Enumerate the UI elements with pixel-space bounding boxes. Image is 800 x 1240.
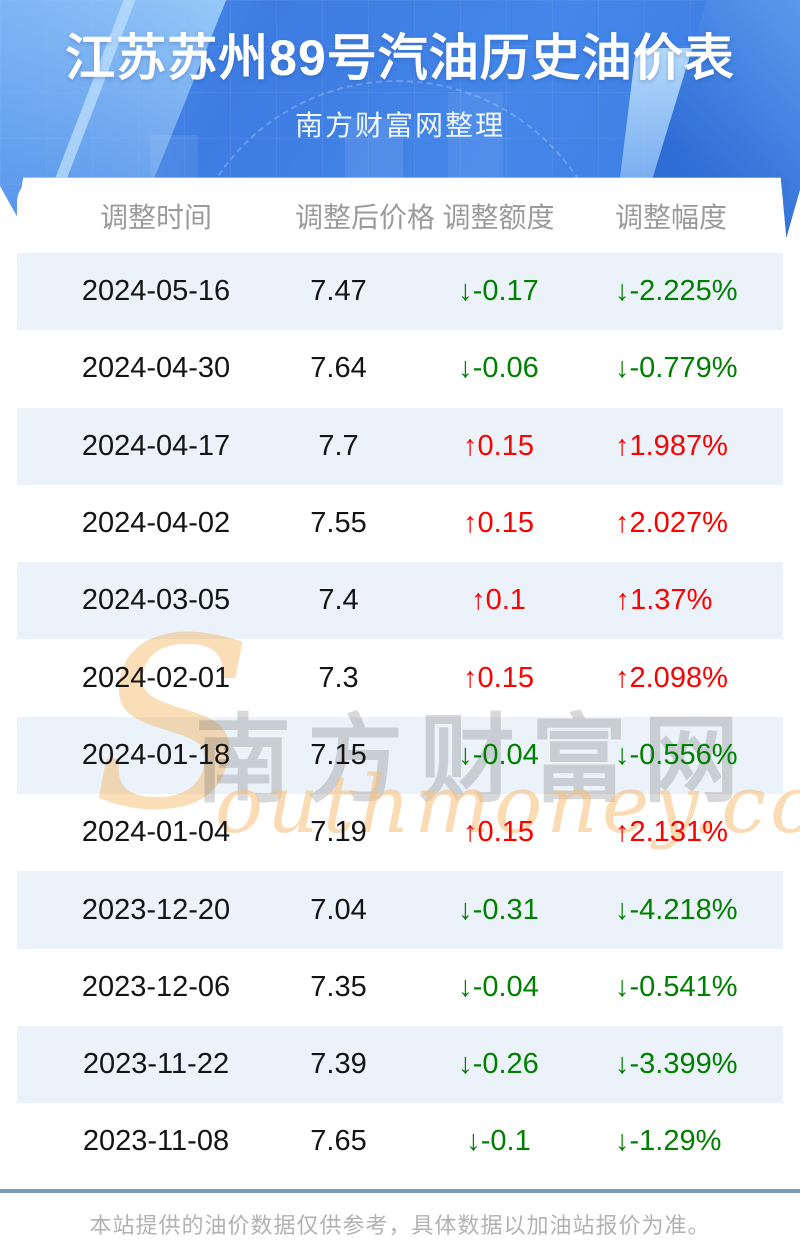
table-row: 2024-02-01 7.3 ↑0.15 ↑2.098% [17,639,783,716]
table-row: 2023-11-08 7.65 ↓-0.1 ↓-1.29% [17,1103,783,1180]
table-row: 2024-04-17 7.7 ↑0.15 ↑1.987% [17,407,783,485]
column-header-change: 调整额度 [442,201,555,233]
date-cell: 2024-01-18 [81,738,231,771]
column-header-price: 调整后价格 [295,201,436,233]
price-cell: 7.15 [310,738,367,771]
price-cell: 7.55 [310,507,367,540]
percent-cell: ↓-0.779% [615,352,738,385]
date-cell: 2023-12-06 [81,970,231,1003]
percent-cell: ↑1.987% [615,429,728,462]
price-cell: 7.47 [310,275,367,308]
percent-cell: ↓-3.399% [615,1048,738,1081]
date-cell: 2024-05-16 [81,275,231,308]
footer-divider [0,1188,800,1193]
price-cell: 7.4 [318,584,359,617]
date-cell: 2023-11-22 [82,1048,230,1081]
column-header-date: 调整时间 [99,201,212,233]
price-cell: 7.19 [310,816,367,849]
column-header-percent: 调整幅度 [615,201,728,233]
date-cell: 2024-02-01 [81,661,231,694]
change-cell: ↑0.15 [463,429,534,462]
price-cell: 7.04 [310,893,367,926]
change-cell: ↓-0.04 [458,970,539,1003]
price-cell: 7.7 [318,429,359,462]
change-cell: ↑0.15 [463,816,534,849]
table-row: 2023-11-22 7.39 ↓-0.26 ↓-3.399% [17,1025,783,1104]
percent-cell: ↓-0.556% [615,738,738,771]
change-cell: ↓-0.1 [466,1125,531,1158]
price-cell: 7.65 [310,1125,367,1158]
price-table-card: 调整时间 调整后价格 调整额度 调整幅度 2024-05-16 7.47 ↓-0.1… [17,178,800,1181]
change-cell: ↓-0.06 [458,352,539,385]
table-row: 2024-03-05 7.4 ↑0.1 ↑1.37% [17,562,783,640]
table-row: 2024-01-04 7.19 ↑0.15 ↑2.131% [17,794,783,871]
change-cell: ↓-0.31 [458,893,539,926]
date-cell: 2024-01-04 [81,816,231,849]
date-cell: 2023-11-08 [82,1125,230,1158]
change-cell: ↓-0.17 [458,275,539,308]
change-cell: ↑0.1 [471,584,526,617]
table-row: 2024-04-30 7.64 ↓-0.06 ↓-0.779% [17,330,783,407]
percent-cell: ↑2.098% [615,661,728,694]
change-cell: ↓-0.04 [458,738,539,771]
percent-cell: ↓-0.541% [615,970,738,1003]
footer-note: 本站提供的油价数据仅供参考，具体数据以加油站报价为准。 [89,1212,711,1238]
price-cell: 7.35 [310,970,367,1003]
page-title: 江苏苏州89号汽油历史油价表 [65,30,735,86]
table-row: 2024-05-16 7.47 ↓-0.17 ↓-2.225% [17,253,783,331]
date-cell: 2024-04-02 [81,507,231,540]
percent-cell: ↓-1.29% [615,1125,722,1158]
page-subtitle: 南方财富网整理 [294,109,505,141]
percent-cell: ↓-4.218% [615,893,738,926]
percent-cell: ↑2.131% [615,816,728,849]
date-cell: 2024-03-05 [81,584,231,617]
percent-cell: ↑1.37% [615,584,713,617]
change-cell: ↑0.15 [463,507,534,540]
percent-cell: ↑2.027% [615,507,728,540]
footer: 本站提供的油价数据仅供参考，具体数据以加油站报价为准。 [0,1188,800,1240]
date-cell: 2024-04-30 [81,352,231,385]
table-body: 2024-05-16 7.47 ↓-0.17 ↓-2.225% 2024-04-30 7.… [17,253,783,1181]
price-cell: 7.39 [310,1048,367,1081]
date-cell: 2023-12-20 [81,893,231,926]
date-cell: 2024-04-17 [81,429,231,462]
table-row: 2024-04-02 7.55 ↑0.15 ↑2.027% [17,485,783,562]
table-row: 2024-01-18 7.15 ↓-0.04 ↓-0.556% [17,716,783,795]
table-row: 2023-12-06 7.35 ↓-0.04 ↓-0.541% [17,949,783,1026]
table-header-row: 调整时间 调整后价格 调整额度 调整幅度 [17,178,783,253]
percent-cell: ↓-2.225% [615,275,738,308]
price-cell: 7.64 [310,352,367,385]
table-row: 2023-12-20 7.04 ↓-0.31 ↓-4.218% [17,871,783,949]
change-cell: ↑0.15 [463,661,534,694]
change-cell: ↓-0.26 [458,1048,539,1081]
price-cell: 7.3 [318,661,359,694]
